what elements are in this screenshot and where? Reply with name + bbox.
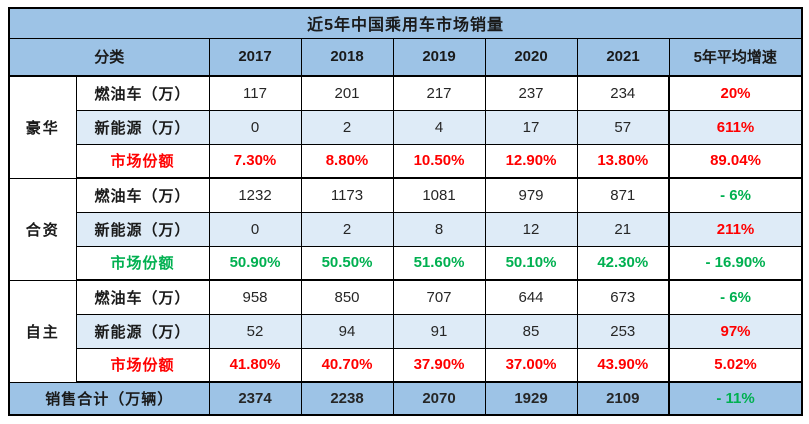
table-row: 市场份额 7.30% 8.80% 10.50% 12.90% 13.80% 89… [9,143,803,179]
value-cell: 217 [392,75,486,111]
value-cell: 94 [300,313,394,349]
group-cell-joint-venture: 合资 [8,177,77,281]
growth-cell: 611% [667,109,803,145]
value-cell: 1081 [392,177,486,213]
value-cell: 0 [208,109,302,145]
total-value-cell: 2109 [576,381,670,416]
total-value-cell: 1929 [484,381,578,416]
table-row: 新能源（万） 0 2 8 12 21 211% [9,211,803,247]
title-row: 近5年中国乘用车市场销量 [8,7,803,39]
value-cell: 871 [576,177,670,213]
table-row: 豪华 燃油车（万） 117 201 217 237 234 20% [8,75,803,179]
total-row: 销售合计（万辆） 2374 2238 2070 1929 2109 - 11% [8,381,803,416]
value-cell: 253 [576,313,670,349]
value-cell: 40.70% [300,347,394,383]
table-row: 市场份额 41.80% 40.70% 37.90% 37.00% 43.90% … [9,347,803,383]
growth-cell: 20% [667,75,803,111]
car-sales-table: 近5年中国乘用车市场销量 分类 2017 2018 2019 2020 2021… [8,7,804,416]
value-cell: 17 [484,109,578,145]
row-label-market-share: 市场份额 [75,347,210,383]
growth-cell: 97% [667,313,803,349]
value-cell: 8 [392,211,486,247]
value-cell: 12.90% [484,143,578,179]
value-cell: 13.80% [576,143,670,179]
column-header-2017: 2017 [208,37,302,77]
row-label-fuel: 燃油车（万） [75,279,210,315]
table-row: 合资 燃油车（万） 1232 1173 1081 979 871 - 6% [8,177,803,281]
value-cell: 51.60% [392,245,486,281]
table-row: 市场份额 50.90% 50.50% 51.60% 50.10% 42.30% … [9,245,803,281]
table-title: 近5年中国乘用车市场销量 [8,7,803,39]
value-cell: 50.50% [300,245,394,281]
value-cell: 12 [484,211,578,247]
value-cell: 979 [484,177,578,213]
value-cell: 37.00% [484,347,578,383]
total-label: 销售合计（万辆） [8,381,210,416]
column-header-2020: 2020 [484,37,578,77]
value-cell: 42.30% [576,245,670,281]
value-cell: 707 [392,279,486,315]
value-cell: 644 [484,279,578,315]
total-value-cell: 2238 [300,381,394,416]
group-cell-independent: 自主 [8,279,77,383]
value-cell: 41.80% [208,347,302,383]
value-cell: 1173 [300,177,394,213]
row-label-nev: 新能源（万） [75,211,210,247]
group-cell-luxury: 豪华 [8,75,77,179]
value-cell: 0 [208,211,302,247]
table-row: 自主 燃油车（万） 958 850 707 644 673 - 6% [8,279,803,383]
row-label-fuel: 燃油车（万） [75,75,210,111]
value-cell: 2 [300,211,394,247]
value-cell: 850 [300,279,394,315]
table-row: 新能源（万） 0 2 4 17 57 611% [9,109,803,145]
value-cell: 91 [392,313,486,349]
value-cell: 117 [208,75,302,111]
value-cell: 52 [208,313,302,349]
table-row: 新能源（万） 52 94 91 85 253 97% [9,313,803,349]
row-label-market-share: 市场份额 [75,143,210,179]
value-cell: 57 [576,109,670,145]
value-cell: 237 [484,75,578,111]
growth-cell: - 11% [667,381,803,416]
value-cell: 673 [576,279,670,315]
value-cell: 4 [392,109,486,145]
value-cell: 234 [576,75,670,111]
column-header-2018: 2018 [300,37,394,77]
column-header-2021: 2021 [576,37,670,77]
growth-cell: - 6% [667,279,803,315]
value-cell: 10.50% [392,143,486,179]
column-header-growth: 5年平均增速 [668,37,803,77]
growth-cell: 89.04% [667,143,803,179]
row-label-nev: 新能源（万） [75,109,210,145]
header-row: 分类 2017 2018 2019 2020 2021 5年平均增速 [8,37,803,77]
growth-cell: - 16.90% [667,245,803,281]
value-cell: 8.80% [300,143,394,179]
growth-cell: - 6% [667,177,803,213]
value-cell: 50.10% [484,245,578,281]
column-header-2019: 2019 [392,37,486,77]
row-label-nev: 新能源（万） [75,313,210,349]
row-label-market-share: 市场份额 [75,245,210,281]
value-cell: 7.30% [208,143,302,179]
value-cell: 37.90% [392,347,486,383]
value-cell: 2 [300,109,394,145]
value-cell: 201 [300,75,394,111]
growth-cell: 211% [667,211,803,247]
total-value-cell: 2070 [392,381,486,416]
value-cell: 85 [484,313,578,349]
value-cell: 958 [208,279,302,315]
row-label-fuel: 燃油车（万） [75,177,210,213]
column-header-category: 分类 [8,37,210,77]
growth-cell: 5.02% [667,347,803,383]
value-cell: 50.90% [208,245,302,281]
value-cell: 43.90% [576,347,670,383]
total-value-cell: 2374 [208,381,302,416]
value-cell: 21 [576,211,670,247]
value-cell: 1232 [208,177,302,213]
